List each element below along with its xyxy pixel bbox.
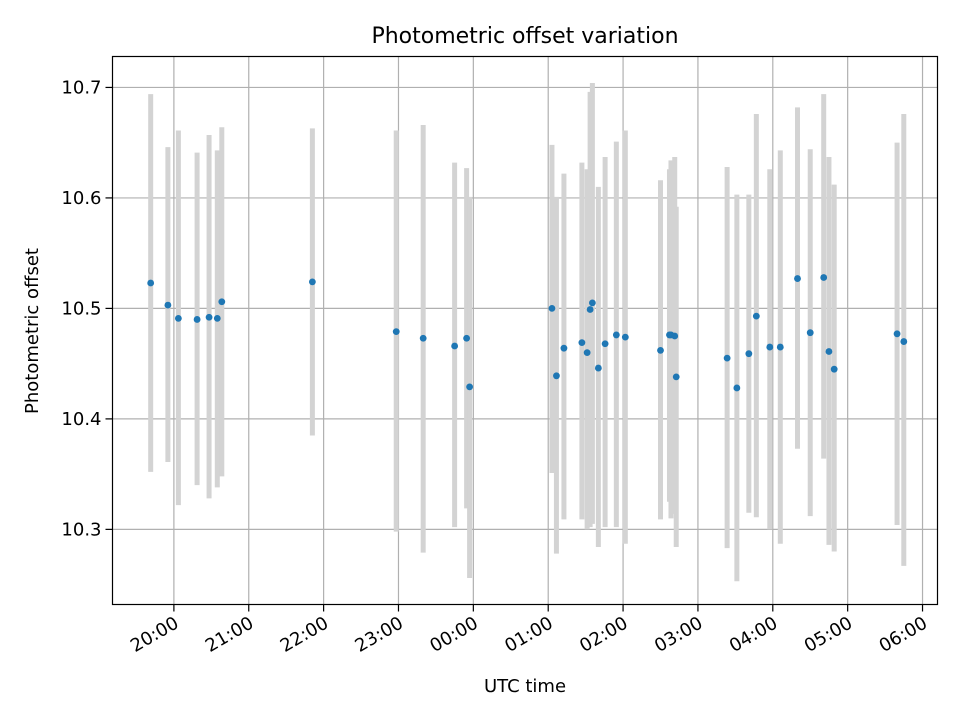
data-point: [308, 278, 316, 286]
data-point: [621, 333, 629, 341]
y-tick-label: 10.5: [61, 298, 101, 319]
data-points: [147, 274, 908, 392]
x-axis-label: UTC time: [484, 676, 566, 697]
data-point: [451, 342, 459, 350]
y-tick-label: 10.3: [61, 519, 101, 540]
data-point: [218, 298, 226, 306]
data-point: [601, 340, 609, 348]
data-point: [745, 350, 753, 358]
data-point: [672, 373, 680, 381]
data-point: [560, 344, 568, 352]
data-point: [594, 364, 602, 372]
data-point: [825, 348, 833, 355]
data-point: [419, 334, 427, 342]
plot-frame: [111, 55, 939, 606]
y-tick-label: 10.4: [61, 409, 101, 430]
data-point: [586, 306, 594, 313]
data-point: [548, 305, 556, 312]
data-point: [583, 349, 591, 356]
data-point: [766, 343, 774, 351]
data-point: [578, 339, 586, 347]
data-point: [671, 332, 679, 340]
y-axis-label: Photometric offset: [22, 248, 43, 414]
data-point: [657, 346, 664, 354]
y-tick-label: 10.7: [61, 77, 101, 98]
data-point: [612, 331, 620, 339]
data-point: [553, 372, 560, 380]
data-point: [733, 384, 741, 392]
data-point: [806, 329, 814, 337]
data-point: [752, 312, 760, 320]
y-axis-ticks: 10.3 10.4 10.5 10.6 10.7: [61, 77, 113, 540]
chart-title: Photometric offset variation: [371, 24, 678, 49]
data-point: [723, 354, 731, 362]
data-point: [794, 275, 801, 282]
data-point: [174, 314, 182, 322]
y-tick-label: 10.6: [61, 188, 101, 209]
data-point: [193, 316, 201, 323]
data-point: [392, 328, 400, 336]
data-point: [466, 383, 474, 391]
data-point: [147, 279, 155, 287]
data-point: [463, 334, 471, 342]
data-point: [830, 365, 838, 373]
data-point: [588, 299, 596, 307]
data-point: [893, 330, 901, 338]
data-point: [900, 338, 908, 345]
data-point: [164, 301, 172, 309]
data-point: [776, 343, 784, 351]
data-point: [213, 314, 221, 322]
data-point: [820, 274, 828, 281]
data-point: [205, 313, 213, 321]
